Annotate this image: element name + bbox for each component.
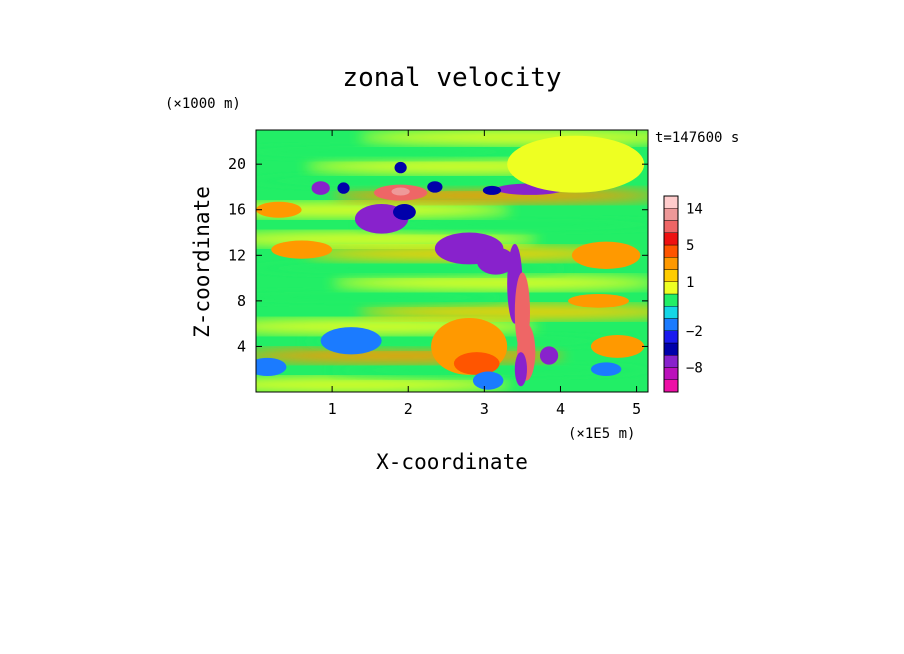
- y-tick-label: 4: [237, 337, 246, 355]
- field-band: [256, 172, 566, 189]
- x-axis-unit: (×1E5 m): [568, 426, 635, 442]
- field-band: [357, 303, 648, 320]
- x-axis-ticks: 1 2 3 4 5: [328, 130, 641, 418]
- colorbar-tick-label: 1: [686, 275, 694, 291]
- plot-frame: [255, 129, 649, 393]
- colorbar-cell: [663, 257, 679, 270]
- colorbar-cells: [663, 195, 679, 393]
- colorbar-cell: [663, 293, 679, 307]
- colorbar-tick-label: 5: [686, 238, 694, 254]
- field-feature: [507, 135, 645, 193]
- field-feature: [514, 352, 527, 387]
- colorbar-tick-label: −2: [686, 324, 703, 340]
- field-feature: [427, 181, 443, 193]
- x-tick-label: 2: [404, 400, 413, 418]
- colorbar-cell: [663, 318, 679, 331]
- field-band: [256, 143, 539, 160]
- field-feature: [391, 187, 410, 196]
- colorbar-cell: [663, 220, 679, 233]
- field-band: [357, 216, 648, 233]
- field-band: [256, 289, 512, 306]
- colorbar-cell: [663, 232, 679, 246]
- colorbar-labels: 14 5 1 −2 −8: [686, 201, 703, 376]
- colorbar-tick-label: 14: [686, 201, 703, 217]
- field-feature: [482, 185, 502, 195]
- colorbar-cell: [663, 306, 679, 319]
- field-feature: [453, 352, 500, 375]
- x-tick-label: 5: [632, 400, 641, 418]
- colorbar-cell: [663, 379, 679, 393]
- y-tick-label: 12: [228, 246, 246, 264]
- x-tick-label: 3: [480, 400, 489, 418]
- y-axis-unit: (×1000 m): [165, 96, 241, 112]
- x-tick-label: 1: [328, 400, 337, 418]
- field-feature: [590, 362, 622, 377]
- colorbar-cell: [663, 367, 679, 380]
- x-axis-label: X-coordinate: [376, 450, 528, 474]
- colorbar-cell: [663, 355, 679, 368]
- field-feature: [256, 201, 302, 218]
- x-tick-label: 4: [556, 400, 565, 418]
- colorbar-cell: [663, 330, 679, 344]
- field-feature: [337, 182, 350, 194]
- field-feature: [476, 247, 515, 275]
- field-feature: [472, 371, 504, 390]
- time-label: t=147600 s: [655, 130, 739, 146]
- y-axis-ticks: 4 8 12 16 20: [228, 155, 648, 355]
- y-tick-label: 16: [228, 201, 246, 219]
- field-feature: [311, 181, 330, 195]
- colorbar-cell: [663, 342, 679, 356]
- field-feature: [256, 357, 287, 377]
- y-axis-label: Z-coordinate: [190, 186, 214, 338]
- colorbar-cell: [663, 195, 679, 209]
- field-feature: [394, 161, 407, 174]
- field-feature: [271, 240, 333, 259]
- chart-title: zonal velocity: [342, 63, 561, 93]
- field-feature: [320, 327, 382, 355]
- y-tick-label: 8: [237, 292, 246, 310]
- plot-area: [255, 129, 649, 393]
- colorbar-frame: [663, 195, 679, 393]
- field-band: [357, 130, 648, 146]
- field-feature: [393, 204, 416, 220]
- colorbar-cell: [663, 269, 679, 282]
- colorbar-cell: [663, 281, 679, 295]
- colorbar-cell: [663, 244, 679, 258]
- field-band: [331, 274, 648, 291]
- field-band: [256, 376, 512, 392]
- y-tick-label: 20: [228, 155, 246, 173]
- field-feature: [590, 335, 645, 358]
- field-feature: [568, 294, 629, 308]
- contour-features: [256, 135, 645, 390]
- field-feature: [539, 346, 559, 365]
- colorbar-tick-label: −8: [686, 361, 703, 377]
- colorbar-cell: [663, 208, 679, 221]
- field-feature: [571, 241, 641, 269]
- colorbar: 14 5 1 −2 −8: [663, 195, 703, 393]
